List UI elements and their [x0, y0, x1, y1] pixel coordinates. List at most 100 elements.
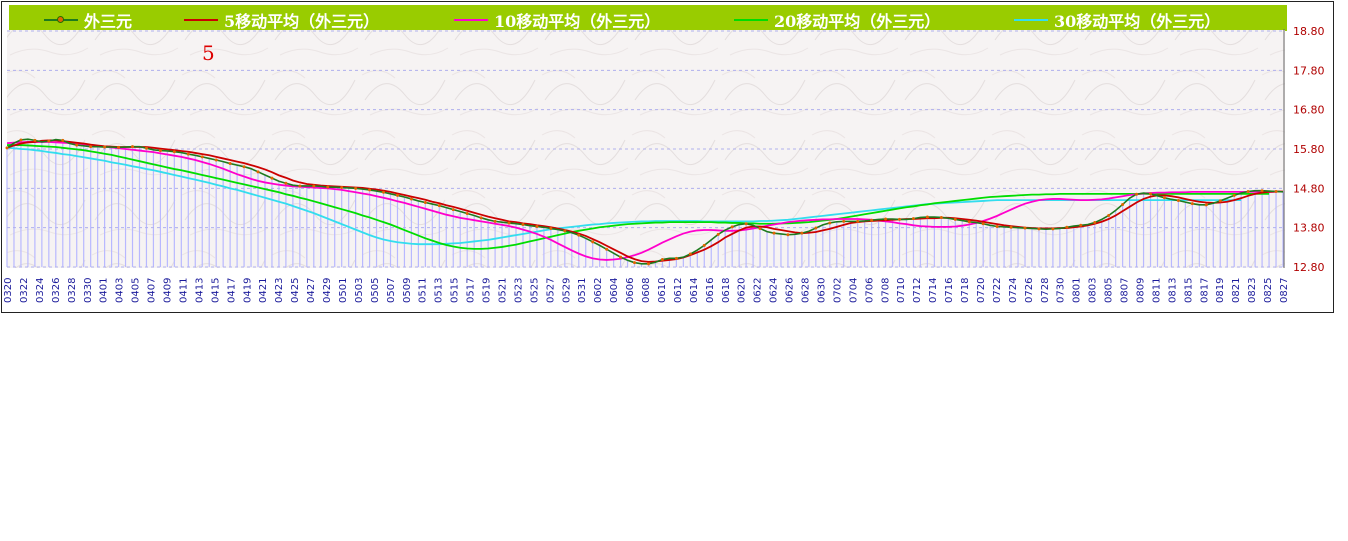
- x-tick-label: 0531: [577, 278, 588, 303]
- x-tick-label: 0320: [3, 278, 14, 303]
- x-tick-label: 0716: [944, 278, 955, 303]
- x-tick-label: 0710: [896, 278, 907, 303]
- price-marker: [1079, 223, 1083, 227]
- price-marker: [47, 139, 51, 143]
- x-tick-label: 0618: [721, 278, 732, 303]
- price-marker: [19, 138, 23, 142]
- price-marker: [423, 200, 427, 204]
- price-marker: [270, 176, 274, 180]
- series-group: [5, 138, 1284, 266]
- price-marker: [354, 186, 358, 190]
- price-marker: [1065, 225, 1069, 229]
- x-tick-label: 0624: [769, 278, 780, 303]
- x-tick-label: 0525: [529, 278, 540, 303]
- x-tick-label: 0825: [1263, 278, 1274, 303]
- legend-label: 10移动平均（外三元）: [494, 12, 661, 31]
- price-marker: [242, 165, 246, 169]
- price-marker: [340, 186, 344, 190]
- price-marker: [284, 181, 288, 185]
- x-tick-label: 0606: [625, 278, 636, 303]
- x-tick-label: 0616: [705, 278, 716, 303]
- price-marker: [577, 233, 581, 237]
- y-tick-label: 16.80: [1293, 104, 1325, 117]
- x-tick-label: 0529: [561, 278, 572, 303]
- series-line: [7, 144, 1270, 250]
- x-tick-label: 0527: [545, 278, 556, 303]
- x-tick-label: 0728: [1040, 278, 1051, 303]
- x-tick-label: 0628: [801, 278, 812, 303]
- price-marker: [814, 226, 818, 230]
- x-tick-label: 0614: [689, 278, 700, 303]
- price-marker: [312, 184, 316, 188]
- x-tick-label: 0423: [274, 278, 285, 303]
- x-tick-label: 0823: [1247, 278, 1258, 303]
- x-tick-label: 0330: [83, 278, 94, 303]
- price-marker: [1162, 196, 1166, 200]
- x-tick-label: 0415: [210, 278, 221, 303]
- x-tick-label: 0620: [737, 278, 748, 303]
- x-tick-label: 0807: [1120, 278, 1131, 303]
- price-marker: [1260, 189, 1264, 193]
- x-tick-label: 0817: [1199, 278, 1210, 303]
- price-marker: [660, 258, 664, 262]
- x-tick-label: 0602: [593, 278, 604, 303]
- legend-item: 外三元: [44, 8, 132, 32]
- price-marker: [1093, 221, 1097, 225]
- series-line: [6, 141, 1277, 261]
- x-tick-label: 0503: [354, 278, 365, 303]
- y-tick-label: 17.80: [1293, 64, 1325, 77]
- price-marker: [33, 138, 37, 142]
- y-axis: 12.80 13.80 14.80 15.80 16.80 17.80 18.80: [1283, 25, 1325, 274]
- x-tick-label: 0509: [402, 278, 413, 303]
- x-tick-label: 0425: [290, 278, 301, 303]
- price-marker: [1218, 199, 1222, 203]
- x-tick-label: 0803: [1088, 278, 1099, 303]
- x-tick-label: 0417: [226, 278, 237, 303]
- x-tick-label: 0407: [147, 278, 158, 303]
- x-tick-label: 0706: [864, 278, 875, 303]
- y-tick-label: 18.80: [1293, 25, 1325, 38]
- x-tick-label: 0612: [673, 278, 684, 303]
- price-marker: [605, 247, 609, 251]
- x-tick-label: 0322: [19, 278, 30, 303]
- x-tick-label: 0608: [641, 278, 652, 303]
- price-marker: [200, 155, 204, 159]
- x-tick-label: 0427: [306, 278, 317, 303]
- y-tick-label: 13.80: [1293, 222, 1325, 235]
- price-marker: [1107, 213, 1111, 217]
- price-marker: [995, 224, 999, 228]
- x-tick-label: 0626: [785, 278, 796, 303]
- x-tick-label: 0511: [418, 278, 429, 303]
- price-marker: [730, 225, 734, 229]
- x-tick-label: 0604: [609, 278, 620, 303]
- x-tick-label: 0401: [99, 278, 110, 303]
- price-marker: [186, 152, 190, 156]
- price-marker: [953, 217, 957, 221]
- price-marker: [911, 217, 915, 221]
- x-tick-label: 0712: [912, 278, 923, 303]
- price-marker: [228, 162, 232, 166]
- x-tick-label: 0610: [657, 278, 668, 303]
- legend-item: 5移动平均（外三元）: [184, 8, 379, 32]
- price-marker: [1232, 193, 1236, 197]
- x-tick-label: 0513: [434, 278, 445, 303]
- x-tick-label: 0821: [1231, 278, 1242, 303]
- price-marker: [1190, 202, 1194, 206]
- x-tick-label: 0413: [194, 278, 205, 303]
- x-tick-label: 0419: [242, 278, 253, 303]
- price-marker: [451, 208, 455, 212]
- x-tick-label: 0811: [1151, 278, 1162, 303]
- price-marker: [800, 231, 804, 235]
- x-tick-label: 0501: [338, 278, 349, 303]
- price-marker: [563, 229, 567, 233]
- chart-annotation: 5: [202, 41, 215, 65]
- x-tick-label: 0421: [258, 278, 269, 303]
- legend-swatch: [1014, 19, 1048, 21]
- x-tick-label: 0622: [753, 278, 764, 303]
- price-marker: [939, 215, 943, 219]
- price-marker: [716, 232, 720, 236]
- y-tick-label: 15.80: [1293, 143, 1325, 156]
- price-marker: [702, 243, 706, 247]
- x-tick-label: 0702: [832, 278, 843, 303]
- price-marker: [535, 224, 539, 228]
